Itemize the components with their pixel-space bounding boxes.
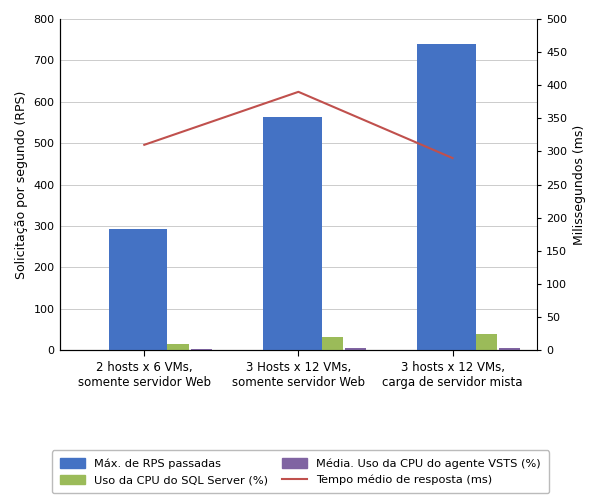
Bar xyxy=(191,349,212,350)
Bar xyxy=(344,348,366,350)
Bar xyxy=(417,44,475,350)
Bar xyxy=(168,344,189,350)
Bar xyxy=(322,337,343,350)
Legend: Máx. de RPS passadas, Uso da CPU do SQL Server (%), Média. Uso da CPU do agente : Máx. de RPS passadas, Uso da CPU do SQL … xyxy=(52,451,549,494)
Bar xyxy=(263,117,322,350)
Bar xyxy=(109,229,168,350)
Bar xyxy=(499,348,520,350)
Bar xyxy=(475,333,497,350)
Y-axis label: Milissegundos (ms): Milissegundos (ms) xyxy=(573,124,586,245)
Y-axis label: Solicitação por segundo (RPS): Solicitação por segundo (RPS) xyxy=(15,90,28,279)
